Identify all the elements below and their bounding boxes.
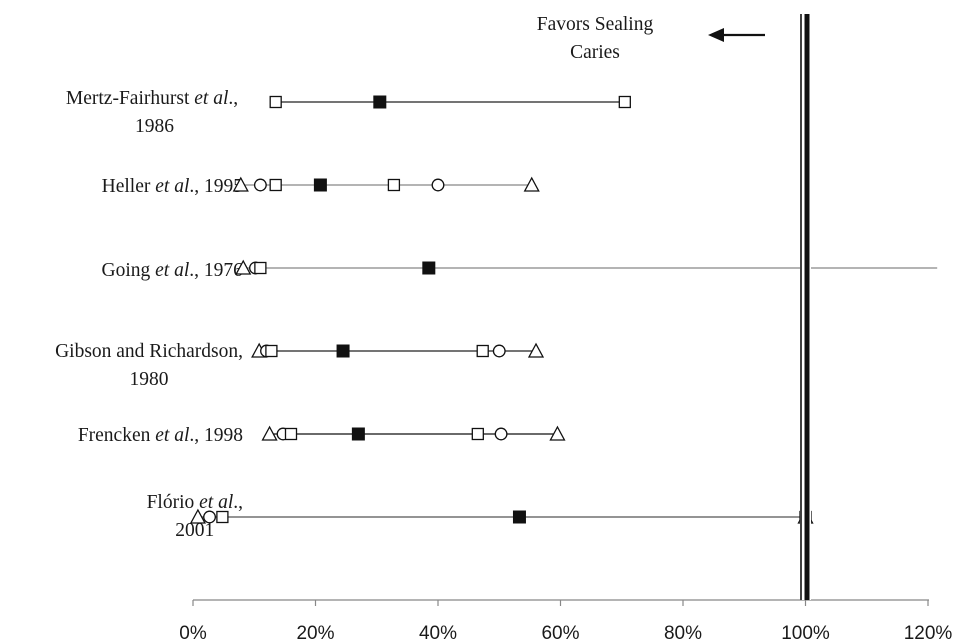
study-label-part: ., 1995 <box>189 176 243 197</box>
study-row: Flório et al., 2001 <box>147 492 814 541</box>
study-label-part: Gibson and Richardson, <box>55 341 243 362</box>
annotation-line-2: Caries <box>570 42 620 63</box>
open-triangle-marker <box>189 508 206 524</box>
open-square-marker <box>269 178 282 192</box>
open-circle-marker <box>431 178 445 192</box>
study-label-part: et al <box>155 425 189 446</box>
study-label-part: Heller <box>102 176 156 197</box>
study-label-part: et al <box>155 176 189 197</box>
study-label-part: Mertz-Fairhurst <box>66 88 194 109</box>
study-label-part: ., 1976 <box>189 260 243 281</box>
study-label-part: 1986 <box>135 116 174 137</box>
study-label-part: Frencken <box>78 425 155 446</box>
study-row: Going et al., 1976 <box>102 259 938 281</box>
study-label: Going et al., 1976 <box>102 260 244 281</box>
open-triangle-marker <box>523 176 540 192</box>
study-label-line: 1986 <box>135 116 174 137</box>
x-axis: 0% 20% 40% 60% 80% 100% 120% <box>179 599 953 642</box>
study-label: Flório et al., 2001 <box>147 492 243 541</box>
open-triangle-marker <box>232 176 249 192</box>
study-label-line: Gibson and Richardson, <box>55 341 243 362</box>
favors-annotation: Favors Sealing Caries <box>537 14 765 63</box>
study-label-line: Frencken et al., 1998 <box>78 425 243 446</box>
open-circle-marker <box>492 344 506 358</box>
study-label-line: 2001 <box>175 520 214 541</box>
left-arrow-icon <box>708 28 724 42</box>
study-label-part: 2001 <box>175 520 214 541</box>
open-square-marker <box>269 95 282 109</box>
open-square-marker <box>618 95 631 109</box>
study-label-line: 1980 <box>130 369 169 390</box>
study-row: Mertz-Fairhurst et al., 1986 <box>66 88 631 137</box>
study-label-part: 1980 <box>130 369 169 390</box>
open-circle-marker <box>253 178 267 192</box>
filled-square-marker <box>373 95 387 109</box>
study-label-part: ., <box>233 492 243 513</box>
study-label-line: Heller et al., 1995 <box>102 176 243 197</box>
study-row: Gibson and Richardson, 1980 <box>55 341 545 390</box>
open-circle-marker <box>203 510 216 524</box>
filled-square-marker <box>422 261 436 275</box>
study-label-line: Flório et al., <box>147 492 243 513</box>
study-label-part: ., 1998 <box>189 425 243 446</box>
x-tick-label: 100% <box>781 623 830 642</box>
annotation-line-1: Favors Sealing <box>537 14 654 35</box>
open-square-marker <box>471 427 484 441</box>
study-label-part: et al <box>194 88 228 109</box>
study-label-line: Going et al., 1976 <box>102 260 244 281</box>
study-label: Frencken et al., 1998 <box>78 425 243 446</box>
study-label-part: et al <box>199 492 233 513</box>
filled-square-marker <box>313 178 327 192</box>
study-label: Mertz-Fairhurst et al., 1986 <box>66 88 243 137</box>
study-label-line: Mertz-Fairhurst et al., <box>66 88 243 109</box>
open-circle-marker <box>494 427 508 441</box>
open-triangle-marker <box>235 259 252 275</box>
reference-line <box>800 14 811 600</box>
study-label-part: Going <box>102 260 156 281</box>
study-label: Gibson and Richardson, 1980 <box>55 341 243 390</box>
filled-square-marker <box>512 510 526 524</box>
open-square-marker <box>476 344 489 358</box>
study-row: Heller et al., 1995 <box>102 176 540 197</box>
open-triangle-marker <box>549 425 566 441</box>
x-tick-label: 40% <box>419 623 457 642</box>
open-square-marker <box>216 510 229 524</box>
x-tick-label: 0% <box>179 623 207 642</box>
open-triangle-marker <box>527 342 545 358</box>
open-square-marker <box>265 344 278 358</box>
open-square-marker <box>284 427 298 441</box>
x-tick-label: 60% <box>541 623 579 642</box>
open-square-marker <box>387 178 401 192</box>
filled-square-marker <box>351 427 365 441</box>
x-tick-label: 120% <box>904 623 953 642</box>
study-row: Frencken et al., 1998 <box>78 425 566 446</box>
study-label-part: et al <box>155 260 189 281</box>
filled-square-marker <box>336 344 350 358</box>
study-label-part: ., <box>228 88 243 109</box>
study-label-part: Flório <box>147 492 200 513</box>
open-square-marker <box>254 261 267 275</box>
x-tick-label: 20% <box>296 623 334 642</box>
x-tick-label: 80% <box>664 623 702 642</box>
study-label: Heller et al., 1995 <box>102 176 243 197</box>
open-triangle-marker <box>261 425 278 441</box>
